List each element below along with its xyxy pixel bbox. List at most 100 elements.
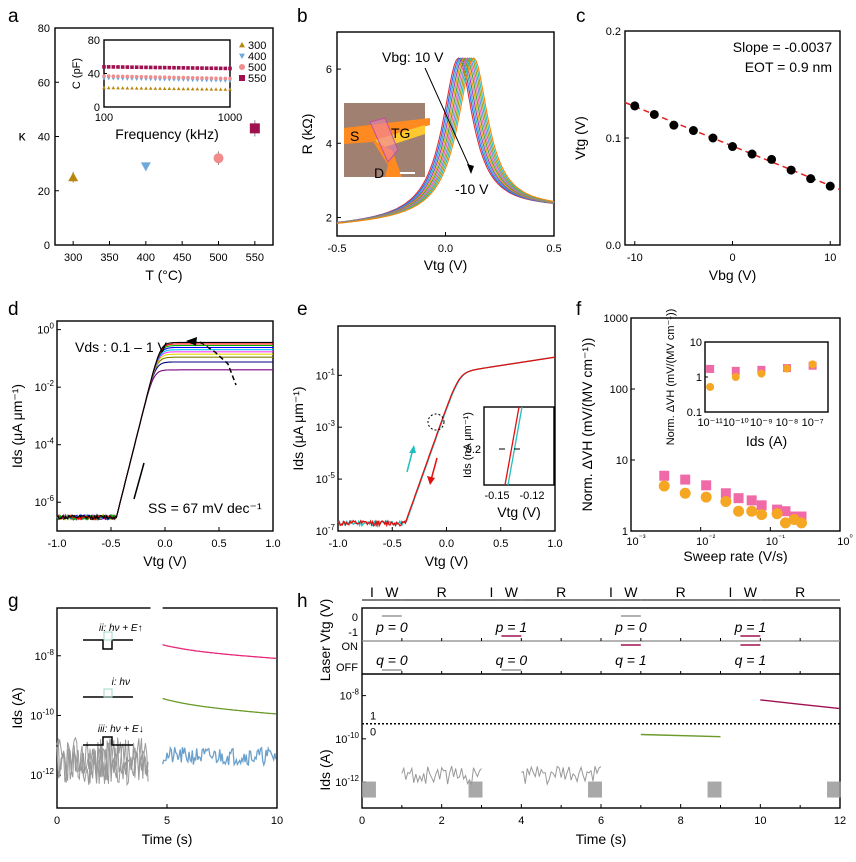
inset-point <box>130 86 134 90</box>
series-line <box>56 353 273 521</box>
inset-point <box>148 86 153 90</box>
inset-point <box>116 77 120 81</box>
inset-point <box>172 78 176 82</box>
inset-point <box>218 66 223 71</box>
x-tick-label: 12 <box>834 815 846 827</box>
inset-reverse-line <box>504 406 520 486</box>
inset-x-tick-label: 100 <box>95 112 113 124</box>
y-tick-label: 10-7 <box>316 523 336 538</box>
inset-point <box>144 75 148 79</box>
inset-point <box>223 76 228 81</box>
inset-point <box>172 65 176 70</box>
y-axis-label: Ids (A) <box>9 687 25 728</box>
x-tick-label: 0.5 <box>493 538 508 550</box>
inset-point <box>120 65 125 69</box>
panel-label-f: f <box>576 299 582 320</box>
x-tick-label: 0.5 <box>211 538 226 550</box>
inset-point <box>204 79 209 83</box>
data-point <box>746 495 757 506</box>
data-point <box>733 493 744 504</box>
x-tick-label: 10⁻² <box>696 533 715 548</box>
label-top-gate: TG <box>391 125 410 141</box>
inset-point <box>111 65 116 69</box>
y-tick-label: 80 <box>38 23 50 35</box>
inset-point <box>204 87 209 91</box>
threshold-label-1: 1 <box>370 711 376 723</box>
inset-point <box>162 65 167 70</box>
inset-point <box>181 75 186 80</box>
y-tick-label: 10-2 <box>35 379 55 394</box>
legend-label: 550 <box>248 73 266 85</box>
x-tick-label: 0 <box>359 815 365 827</box>
q-label: q = 0 <box>496 652 528 668</box>
arrow-head <box>186 337 197 346</box>
inset-y-axis-label: Ids (nA μm⁻¹) <box>462 412 474 478</box>
inset-point <box>102 77 106 81</box>
arrow-head <box>467 164 474 174</box>
readout-mid <box>640 733 721 738</box>
inset-point <box>125 74 130 79</box>
inset-point <box>200 79 204 83</box>
legend-label: iii: hν + E↓ <box>98 724 144 735</box>
inset-forward-line <box>507 406 523 486</box>
axis-break <box>150 606 163 610</box>
phase-label: R <box>795 584 805 600</box>
inset-point <box>209 87 214 91</box>
series-line-reverse <box>337 356 556 528</box>
inset-point <box>181 78 186 82</box>
vtg-tick-label: 0 <box>352 612 358 624</box>
x-axis-label: Time (s) <box>142 831 193 847</box>
inset-point <box>195 87 200 91</box>
panel-f: 10⁻³ 10⁻² 10⁻¹ 10⁰ 1 10 100 1000 Sweep rate (V/s… <box>579 309 853 564</box>
inset-point <box>195 76 200 80</box>
legend-label: 300 <box>248 40 266 52</box>
panel-d: -1.0 -0.5 0.0 0.5 1.0 100 10-2 10-4 10-6 Vtg (V) I… <box>9 320 281 569</box>
x-tick-label: -10 <box>627 252 643 264</box>
y-tick-label: 60 <box>38 77 50 89</box>
inset-point <box>172 75 176 80</box>
inset-point <box>139 74 144 79</box>
laser-tick-label: OFF <box>336 662 358 674</box>
data-point <box>779 517 791 529</box>
inset-y-tick-label: 0 <box>94 102 100 114</box>
inset-frame <box>103 39 231 108</box>
inset-x-tick-label: -0.15 <box>484 490 509 502</box>
inset-point <box>186 87 190 91</box>
inset-point <box>106 77 111 81</box>
x-axis-label: Vbg (V) <box>709 267 756 283</box>
data-point <box>700 491 712 503</box>
data-point <box>795 517 807 529</box>
x-tick-label: 10⁻¹ <box>766 533 785 548</box>
x-tick-label: 6 <box>598 815 604 827</box>
pulse-icon-negative <box>83 639 133 650</box>
data-point <box>680 474 691 485</box>
y-tick-label: 10-8 <box>340 688 360 703</box>
inset-point <box>214 76 218 81</box>
phase-label: W <box>624 584 638 600</box>
data-point <box>669 120 679 130</box>
p-label: p = 0 <box>375 619 408 635</box>
inset-point <box>125 65 130 69</box>
x-tick-label: 0.0 <box>438 243 453 255</box>
reverse-arrow-head <box>427 476 435 485</box>
data-point <box>658 480 670 492</box>
phase-label: I <box>370 584 374 600</box>
inset-point <box>209 76 214 80</box>
phase-label: I <box>729 584 733 600</box>
y-axis-label: Ids (μA μm⁻¹) <box>290 386 306 470</box>
q-label: q = 0 <box>376 652 408 668</box>
light-pulse-icon <box>103 631 113 641</box>
data-point <box>720 496 732 508</box>
inset-point <box>162 75 167 80</box>
inset-point <box>148 65 153 70</box>
y-tick-label: 10-8 <box>35 648 55 663</box>
inset-point <box>102 74 106 78</box>
inset-point <box>153 78 158 82</box>
label-source: S <box>350 128 359 144</box>
y-axis-label: R (kΩ) <box>299 114 315 155</box>
phase-label: W <box>505 584 519 600</box>
reset-block <box>707 781 722 798</box>
y-axis-label: Norm. ΔVH (mV/(MV cm⁻¹)) <box>579 338 595 512</box>
inset-point <box>176 75 181 80</box>
reset-block <box>468 781 483 798</box>
